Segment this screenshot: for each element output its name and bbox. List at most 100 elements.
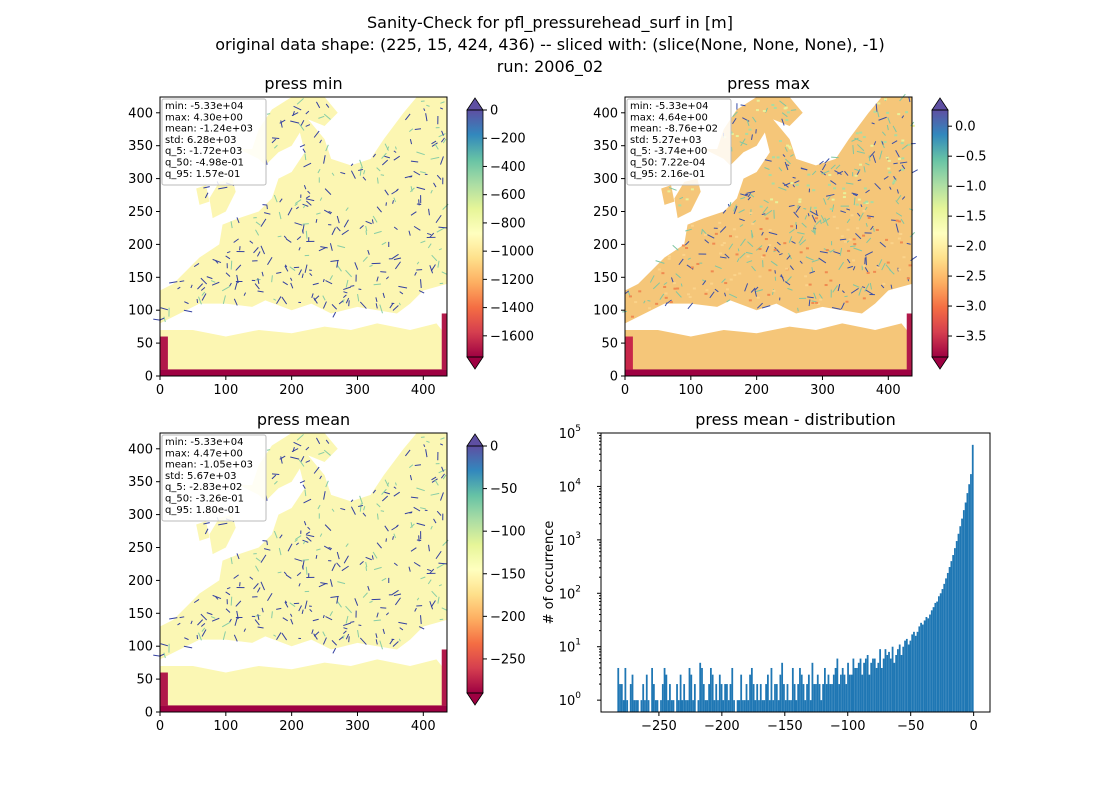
terrain-cell [722, 241, 726, 244]
river-segment [179, 616, 185, 619]
y-tick-label: 350 [128, 475, 153, 490]
river-segment [198, 632, 202, 641]
river-segment [668, 187, 677, 191]
river-segment [438, 469, 446, 474]
river-segment [345, 605, 352, 614]
y-tick-label: 350 [593, 139, 618, 154]
river-segment [299, 144, 306, 148]
terrain-cell [867, 216, 871, 219]
river-segment [294, 222, 303, 226]
river-segment [892, 125, 897, 133]
river-segment [865, 189, 870, 194]
terrain-cell [824, 271, 828, 274]
stats-line: q_5: -3.74e+00 [630, 146, 707, 157]
land-area [160, 659, 447, 710]
river-segment [315, 437, 321, 445]
river-segment [218, 522, 228, 526]
histogram-bar [718, 674, 721, 712]
river-segment [413, 506, 421, 512]
terrain-cell [799, 251, 803, 254]
colorbar-tick-label: −600 [490, 188, 526, 203]
river-segment [381, 495, 389, 502]
histogram-bar [807, 674, 810, 712]
colorbar [467, 110, 483, 357]
river-segment [243, 292, 246, 296]
river-segment [305, 534, 315, 538]
histogram-bar [729, 684, 732, 712]
river-segment [418, 290, 425, 294]
river-segment [707, 234, 715, 239]
river-segment [901, 115, 905, 119]
x-tick-label: 400 [411, 719, 436, 734]
y-tick-label: 100 [128, 640, 153, 655]
river-segment [340, 507, 346, 511]
river-segment [821, 170, 830, 175]
river-segment [379, 640, 383, 650]
terrain-cell [853, 243, 857, 246]
histogram-bar [736, 700, 739, 712]
river-segment [808, 299, 811, 307]
river-segment [160, 653, 165, 657]
x-tick-label: −100 [830, 719, 866, 734]
river-segment [322, 278, 325, 283]
river-segment [807, 213, 810, 217]
river-segment [385, 276, 390, 280]
river-segment [362, 592, 368, 598]
terrain-cell [657, 268, 661, 271]
river-segment [313, 633, 318, 640]
terrain-cell [829, 207, 833, 210]
river-segment [331, 563, 336, 572]
river-segment [348, 636, 350, 643]
histogram-bar [923, 620, 926, 712]
histogram-bar [884, 649, 887, 712]
terrain-cell [719, 252, 723, 255]
river-segment [319, 197, 323, 201]
terrain-cell [833, 187, 837, 190]
river-segment [779, 100, 787, 107]
terrain-cell [894, 134, 898, 137]
histogram-bar [870, 662, 873, 712]
river-segment [215, 596, 219, 600]
colorbar-tick-label: −400 [490, 160, 526, 175]
histogram-bar [806, 684, 808, 712]
river-segment [405, 113, 411, 121]
river-segment [649, 275, 655, 283]
river-segment [799, 260, 803, 264]
terrain-cell [902, 256, 906, 259]
histogram-bar [713, 700, 716, 712]
river-segment [359, 637, 367, 645]
river-segment [280, 120, 283, 128]
histogram-bar [788, 700, 791, 712]
river-segment [365, 230, 368, 235]
terrain-cell [785, 119, 789, 122]
histogram-bar [688, 667, 691, 712]
river-segment [433, 182, 437, 188]
river-segment [895, 212, 903, 217]
terrain-cell [790, 225, 794, 228]
river-segment [440, 492, 444, 501]
river-segment [285, 574, 292, 579]
river-segment [865, 223, 868, 227]
river-segment [761, 231, 764, 236]
river-segment [256, 587, 261, 593]
histogram-bar [790, 700, 792, 712]
river-segment [373, 566, 382, 571]
river-segment [345, 279, 349, 288]
colorbar-tick-label: 0 [490, 440, 498, 455]
terrain-cell [862, 136, 866, 139]
river-segment [426, 440, 430, 443]
histogram-bar [770, 667, 773, 712]
river-segment [290, 120, 300, 124]
river-segment [798, 236, 804, 244]
terrain-cell [738, 272, 742, 275]
river-segment [369, 600, 373, 603]
histogram-bar [866, 654, 869, 712]
river-segment [858, 212, 864, 221]
terrain-cell [785, 144, 789, 147]
river-segment [418, 199, 420, 206]
river-segment [778, 186, 787, 191]
river-segment [266, 204, 268, 210]
land-area [625, 323, 912, 374]
river-segment [779, 275, 784, 279]
histogram-bar [946, 572, 949, 712]
